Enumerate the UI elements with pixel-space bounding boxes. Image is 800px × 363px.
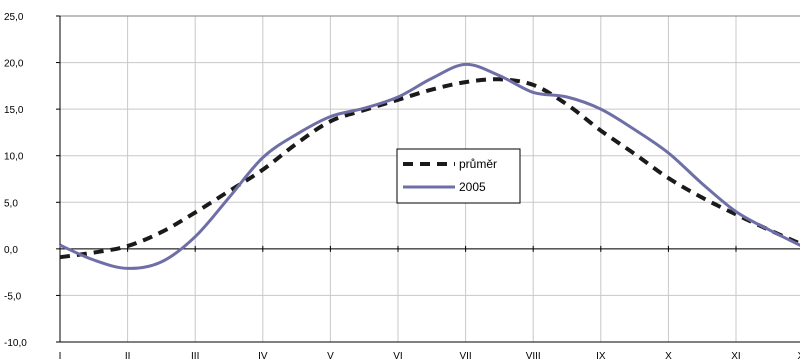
y-tick-label: 10,0: [4, 152, 24, 163]
series-line-průměr: [59, 77, 800, 260]
legend: průměr 2005: [396, 148, 521, 204]
x-tick-label: II: [125, 351, 131, 362]
x-tick-label: VII: [459, 351, 471, 362]
y-tick-label: 15,0: [4, 105, 24, 116]
x-tick-label: X: [665, 351, 672, 362]
x-tick-label: XI: [731, 351, 740, 362]
series-lines: [59, 62, 800, 270]
legend-label: 2005: [459, 180, 486, 194]
x-tick-label: XII: [797, 351, 800, 362]
legend-label: průměr: [459, 157, 497, 171]
y-tick-label: 25,0: [4, 12, 24, 23]
y-tick-label: -10,0: [4, 338, 27, 349]
x-tick-label: I: [59, 351, 62, 362]
y-tick-label: 20,0: [4, 59, 24, 70]
tick-labels: 25,020,015,010,05,00,0-5,0-10,0I II III IV V…: [4, 12, 800, 362]
x-tick-label: VI: [393, 351, 402, 362]
y-tick-label: 0,0: [4, 245, 18, 256]
x-tick-label: IX: [596, 351, 606, 362]
x-tick-label: V: [327, 351, 334, 362]
x-tick-label: IV: [258, 351, 268, 362]
y-tick-label: 5,0: [4, 198, 18, 209]
x-tick-label: III: [191, 351, 199, 362]
x-tick-label: VIII: [526, 351, 541, 362]
y-tick-label: -5,0: [4, 291, 22, 302]
legend-box: [396, 148, 521, 204]
series-line-2005: [59, 62, 800, 270]
